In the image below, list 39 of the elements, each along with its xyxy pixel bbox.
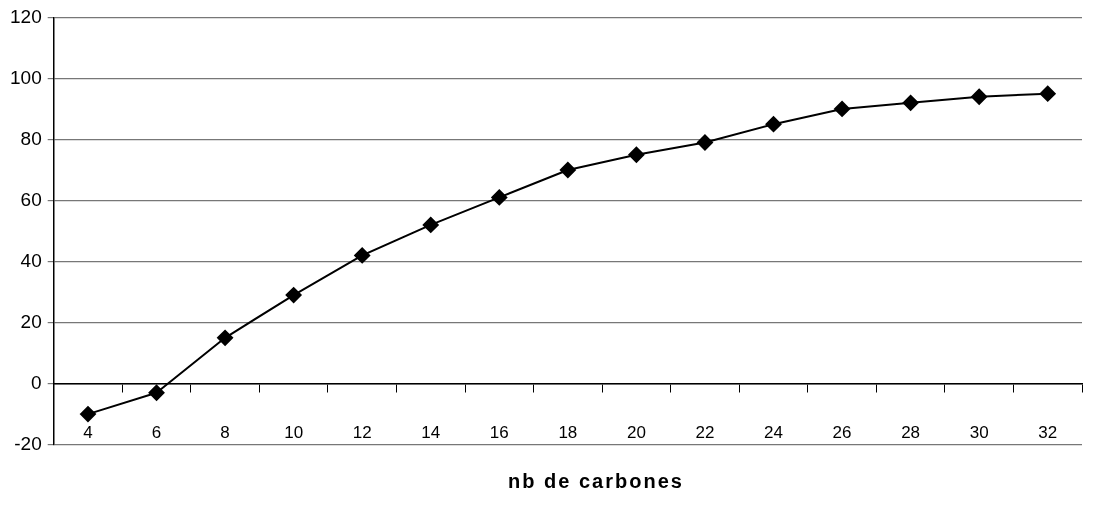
y-tick-label: -20 <box>14 432 42 454</box>
x-tick-label: 26 <box>832 423 852 443</box>
x-tick-label: 32 <box>1038 423 1058 443</box>
point <box>902 94 919 111</box>
x-tick-label: 8 <box>220 423 230 443</box>
point <box>354 247 371 264</box>
point <box>79 406 96 423</box>
y-tick-label: 20 <box>20 310 42 332</box>
x-tick-label: 4 <box>83 423 93 443</box>
point <box>491 189 508 206</box>
x-tick-label: 22 <box>695 423 715 443</box>
point <box>148 384 165 401</box>
point <box>559 161 576 178</box>
point <box>1039 85 1056 102</box>
x-tick-label: 28 <box>901 423 921 443</box>
x-tick-label: 10 <box>284 423 304 443</box>
x-tick-label: 16 <box>489 423 509 443</box>
y-tick-label: 100 <box>10 66 42 88</box>
point <box>422 216 439 233</box>
y-tick-label: 80 <box>20 127 42 149</box>
y-tick-label: 40 <box>20 249 42 271</box>
point <box>217 329 234 346</box>
x-axis-title: nb de carbones <box>507 470 685 493</box>
x-tick-label: 24 <box>764 423 783 443</box>
point <box>765 116 782 133</box>
x-tick-label: 14 <box>421 423 441 443</box>
x-tick-label: 6 <box>151 423 162 443</box>
point <box>285 287 302 304</box>
point <box>628 146 645 163</box>
x-tick-label: 12 <box>352 423 372 443</box>
x-tick-label: 20 <box>626 423 646 443</box>
y-tick-label: 60 <box>20 188 42 210</box>
x-tick-label: 30 <box>969 423 989 443</box>
point <box>696 134 713 151</box>
point <box>834 100 851 117</box>
point <box>971 88 988 105</box>
y-tick-label: 120 <box>10 5 42 27</box>
x-tick-label: 18 <box>558 423 578 443</box>
y-tick-label: 0 <box>31 371 42 393</box>
